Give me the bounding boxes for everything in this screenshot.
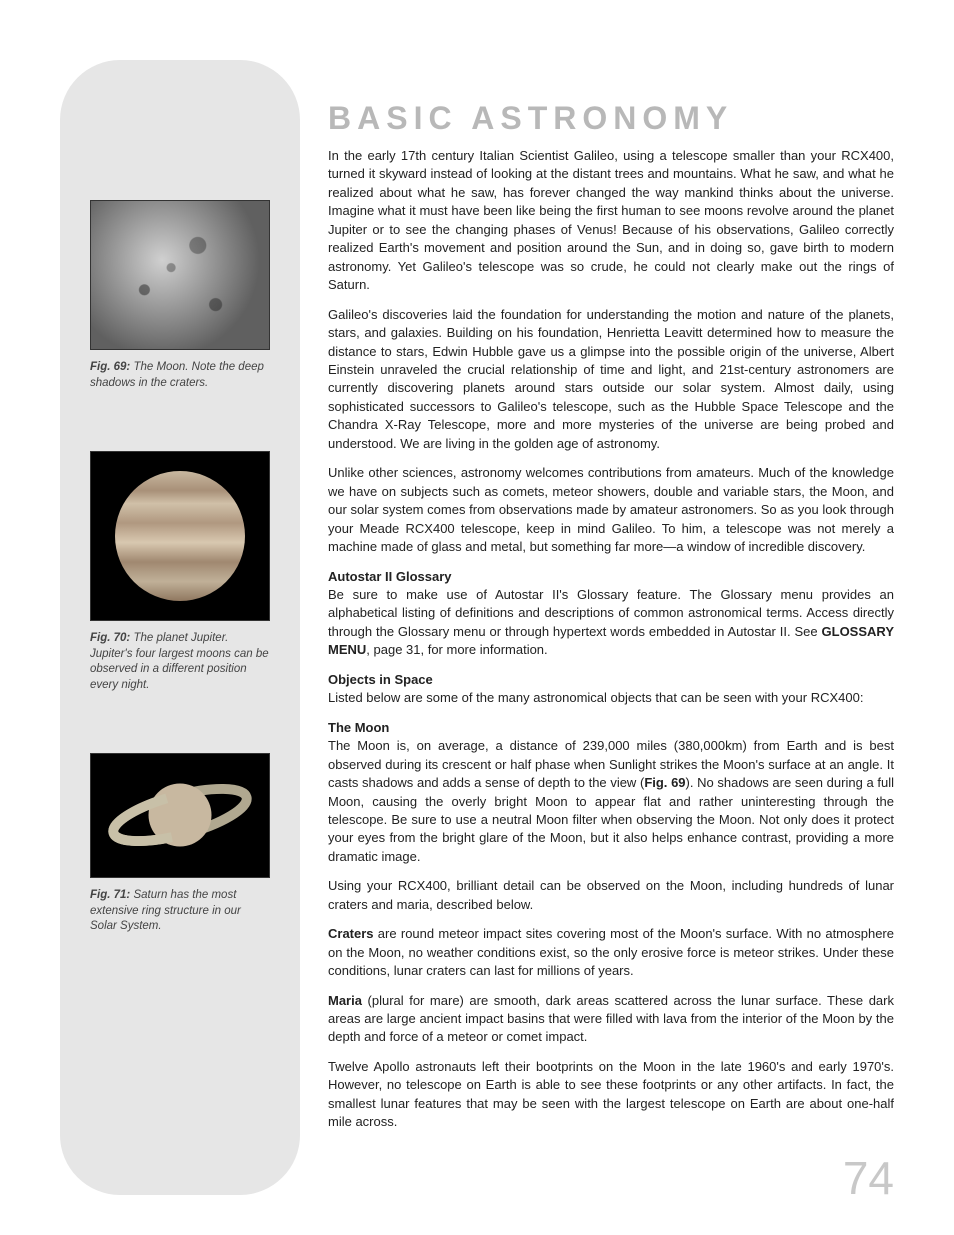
term-craters: Craters — [328, 926, 374, 941]
moon-image — [90, 200, 270, 350]
figure-71-caption: Fig. 71: Saturn has the most extensive r… — [80, 888, 280, 935]
saturn-image — [90, 753, 270, 878]
text-span: (plural for mare) are smooth, dark areas… — [328, 993, 894, 1045]
heading-glossary: Autostar II Glossary — [328, 568, 894, 586]
figure-71: Fig. 71: Saturn has the most extensive r… — [80, 753, 280, 935]
body-text: In the early 17th century Italian Scient… — [328, 147, 894, 1132]
paragraph-intro-1: In the early 17th century Italian Scient… — [328, 147, 894, 295]
page-number: 74 — [843, 1151, 894, 1205]
sidebar: Fig. 69: The Moon. Note the deep shadows… — [60, 60, 300, 1195]
page-container: Fig. 69: The Moon. Note the deep shadows… — [60, 60, 894, 1195]
paragraph-intro-2: Galileo's discoveries laid the foundatio… — [328, 306, 894, 454]
term-maria: Maria — [328, 993, 362, 1008]
figure-70: Fig. 70: The planet Jupiter. Jupiter's f… — [80, 451, 280, 693]
text-span: Be sure to make use of Autostar II's Glo… — [328, 587, 894, 639]
heading-moon: The Moon — [328, 719, 894, 737]
figure-69: Fig. 69: The Moon. Note the deep shadows… — [80, 200, 280, 391]
main-content: BASIC ASTRONOMY In the early 17th centur… — [328, 60, 894, 1195]
paragraph-moon-1: The Moon is, on average, a distance of 2… — [328, 737, 894, 866]
page-title: BASIC ASTRONOMY — [328, 100, 894, 137]
paragraph-intro-3: Unlike other sciences, astronomy welcome… — [328, 464, 894, 556]
text-span: are round meteor impact sites covering m… — [328, 926, 894, 978]
text-span: , page 31, for more information. — [366, 642, 547, 657]
fig-ref-69: Fig. 69 — [644, 775, 685, 790]
figure-69-caption: Fig. 69: The Moon. Note the deep shadows… — [80, 360, 280, 391]
paragraph-maria: Maria (plural for mare) are smooth, dark… — [328, 992, 894, 1047]
paragraph-craters: Craters are round meteor impact sites co… — [328, 925, 894, 980]
figure-70-caption: Fig. 70: The planet Jupiter. Jupiter's f… — [80, 631, 280, 693]
figure-label: Fig. 71: — [90, 889, 130, 901]
paragraph-glossary: Be sure to make use of Autostar II's Glo… — [328, 586, 894, 660]
figure-label: Fig. 69: — [90, 361, 130, 373]
paragraph-moon-2: Using your RCX400, brilliant detail can … — [328, 877, 894, 914]
figure-label: Fig. 70: — [90, 632, 130, 644]
paragraph-apollo: Twelve Apollo astronauts left their boot… — [328, 1058, 894, 1132]
paragraph-objects: Listed below are some of the many astron… — [328, 689, 894, 707]
heading-objects: Objects in Space — [328, 671, 894, 689]
jupiter-image — [90, 451, 270, 621]
